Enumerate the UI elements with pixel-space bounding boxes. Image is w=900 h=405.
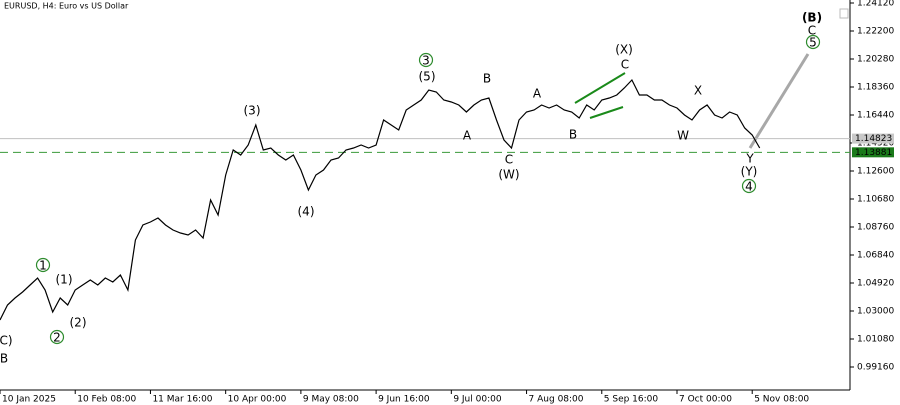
wave-label: (X) [615, 43, 633, 57]
wave-label: A [463, 129, 472, 143]
x-tick-label: 10 Feb 08:00 [77, 395, 136, 405]
wave-label: (3) [244, 104, 261, 118]
y-tick-label: 1.16440 [857, 111, 894, 121]
wave-circle [741, 178, 757, 194]
wave-label: (B) [802, 11, 822, 25]
wave-label: C [808, 24, 816, 38]
wave-label: X [694, 84, 702, 98]
x-tick-label: 5 Nov 08:00 [754, 395, 809, 405]
wave-label: B [0, 352, 8, 366]
wave-circle [49, 329, 65, 345]
wave-label: B [569, 128, 577, 142]
wave-circle [805, 34, 821, 50]
wave-label: (1) [56, 273, 73, 287]
channel-line [589, 106, 624, 119]
wave-label: 2 [53, 331, 61, 345]
wave-label: Y [745, 152, 754, 166]
y-tick-label: 1.12600 [857, 167, 894, 177]
channel-line [574, 72, 626, 104]
y-tick-label: 1.20280 [857, 55, 894, 65]
x-tick-label: 9 Jun 16:00 [378, 395, 430, 405]
y-tick-label: 1.04920 [857, 279, 894, 289]
wave-circle [418, 52, 434, 68]
y-tick-label: 1.03000 [857, 307, 894, 317]
price-line [0, 78, 761, 321]
wave-label: C) [0, 334, 13, 348]
y-tick-label: 1.10680 [857, 195, 894, 205]
bid-label-box [852, 133, 894, 144]
wave-label: (Y) [741, 165, 758, 179]
wave-label: 1 [39, 259, 47, 273]
x-tick-label: 10 Jan 2025 [2, 395, 56, 405]
x-tick-label: 7 Oct 00:00 [679, 395, 732, 405]
wave-label: W [677, 129, 689, 143]
wave-label: 5 [809, 36, 817, 50]
scale-box [839, 8, 849, 19]
x-tick-label: 5 Sep 16:00 [604, 395, 659, 405]
chart-title: EURUSD, H4: Euro vs US Dollar [4, 2, 129, 11]
wave-label: 3 [422, 54, 430, 68]
level-label: 1.13881 [855, 148, 892, 158]
y-tick-label: 1.08760 [857, 223, 894, 233]
wave-label: C [505, 153, 513, 167]
wave-label: C [621, 58, 629, 72]
x-tick-label: 10 Apr 00:00 [228, 395, 287, 405]
wave-label: A [533, 87, 542, 101]
x-tick-label: 9 Jul 00:00 [453, 395, 502, 405]
wave-label: 4 [745, 180, 753, 194]
wave-label: (W) [498, 168, 519, 182]
y-tick-label: 1.18360 [857, 83, 894, 93]
wave-label: (5) [419, 70, 436, 84]
projection-line [748, 53, 810, 149]
x-tick-label: 7 Aug 08:00 [529, 395, 584, 405]
y-tick-label: 0.99160 [857, 363, 894, 373]
y-tick-label: 1.01080 [857, 335, 894, 345]
wave-label: B [483, 72, 491, 86]
y-tick-label: 1.22200 [857, 27, 894, 37]
x-tick-label: 11 Mar 16:00 [152, 395, 212, 405]
y-tick-label: 1.24120 [857, 0, 894, 9]
wave-circle [35, 257, 51, 273]
wave-label: (4) [298, 205, 315, 219]
bid-label: 1.14823 [855, 134, 892, 144]
wave-label: (2) [70, 316, 87, 330]
x-tick-label: 9 May 08:00 [303, 395, 359, 405]
y-tick-label: 1.06840 [857, 251, 894, 261]
level-label-box [852, 147, 894, 158]
